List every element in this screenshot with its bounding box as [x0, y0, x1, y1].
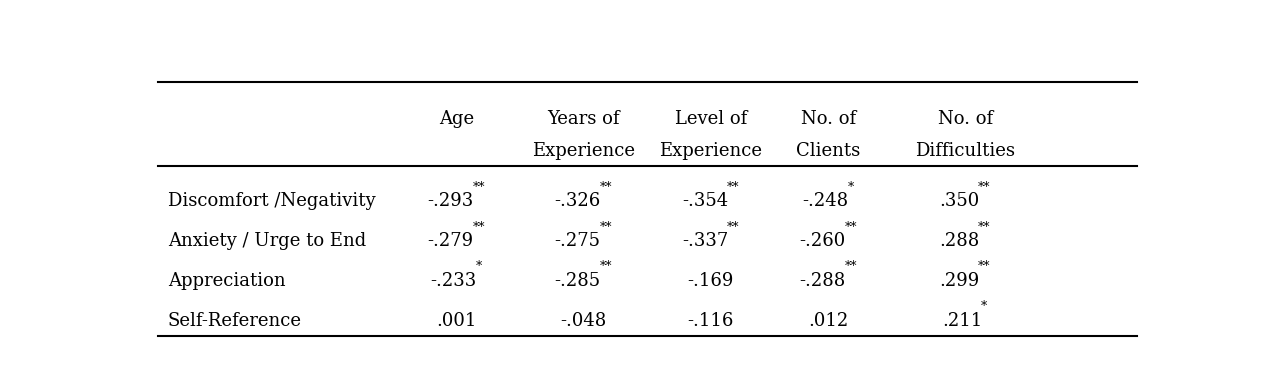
Text: -.248: -.248: [802, 192, 849, 210]
Text: Self-Reference: Self-Reference: [168, 312, 302, 330]
Text: .012: .012: [808, 312, 849, 330]
Text: -.326: -.326: [554, 192, 601, 210]
Text: .350: .350: [940, 192, 980, 210]
Text: Appreciation: Appreciation: [168, 272, 285, 290]
Text: **: **: [727, 180, 739, 194]
Text: -.337: -.337: [682, 232, 727, 250]
Text: *: *: [980, 300, 986, 313]
Text: -.285: -.285: [554, 272, 601, 290]
Text: -.293: -.293: [427, 192, 474, 210]
Text: .288: .288: [940, 232, 980, 250]
Text: *: *: [475, 260, 481, 273]
Text: **: **: [845, 260, 856, 273]
Text: Level of: Level of: [674, 109, 746, 127]
Text: Discomfort /Negativity: Discomfort /Negativity: [168, 192, 375, 210]
Text: Age: Age: [438, 109, 474, 127]
Text: -.275: -.275: [554, 232, 601, 250]
Text: -.169: -.169: [688, 272, 734, 290]
Text: Years of: Years of: [547, 109, 620, 127]
Text: -.116: -.116: [688, 312, 734, 330]
Text: -.233: -.233: [431, 272, 476, 290]
Text: **: **: [472, 220, 485, 233]
Text: .211: .211: [942, 312, 983, 330]
Text: **: **: [978, 260, 990, 273]
Text: No. of: No. of: [801, 109, 856, 127]
Text: Experience: Experience: [659, 142, 763, 160]
Text: .299: .299: [940, 272, 980, 290]
Text: **: **: [978, 180, 990, 194]
Text: **: **: [600, 220, 613, 233]
Text: Clients: Clients: [796, 142, 860, 160]
Text: Anxiety / Urge to End: Anxiety / Urge to End: [168, 232, 366, 250]
Text: Difficulties: Difficulties: [916, 142, 1015, 160]
Text: **: **: [600, 180, 613, 194]
Text: **: **: [727, 220, 739, 233]
Text: -.354: -.354: [682, 192, 727, 210]
Text: No. of: No. of: [938, 109, 993, 127]
Text: **: **: [845, 220, 856, 233]
Text: *: *: [847, 180, 854, 194]
Text: **: **: [600, 260, 613, 273]
Text: Experience: Experience: [532, 142, 635, 160]
Text: **: **: [978, 220, 990, 233]
Text: -.288: -.288: [799, 272, 845, 290]
Text: **: **: [472, 180, 485, 194]
Text: -.279: -.279: [427, 232, 474, 250]
Text: -.260: -.260: [799, 232, 845, 250]
Text: .001: .001: [436, 312, 476, 330]
Text: -.048: -.048: [561, 312, 606, 330]
